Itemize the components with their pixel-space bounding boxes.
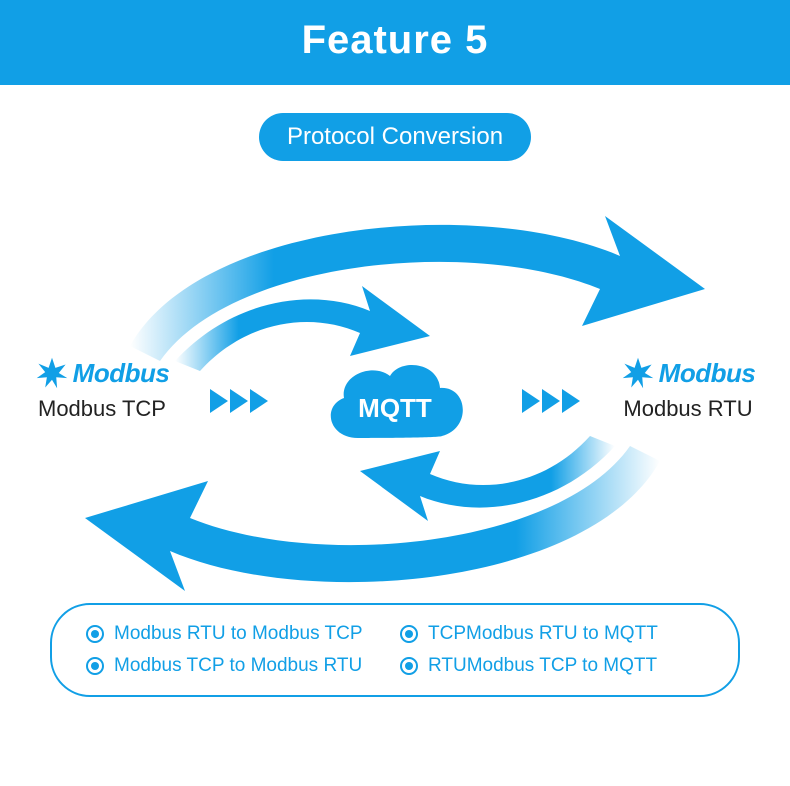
modbus-logo-text-left: Modbus bbox=[73, 358, 170, 389]
modbus-burst-icon bbox=[621, 356, 655, 390]
bullet-text: RTUModbus TCP to MQTT bbox=[428, 655, 657, 677]
bullet-item: Modbus TCP to Modbus RTU bbox=[86, 655, 390, 677]
chevron-icon bbox=[542, 389, 560, 413]
subtitle-text: Protocol Conversion bbox=[287, 123, 503, 150]
chevron-icon bbox=[210, 389, 228, 413]
chevrons-left bbox=[210, 389, 268, 413]
node-mqtt: MQTT bbox=[310, 356, 480, 448]
arrow-bottom-inner bbox=[360, 436, 615, 521]
bullet-item: RTUModbus TCP to MQTT bbox=[400, 655, 704, 677]
chevron-icon bbox=[250, 389, 268, 413]
modbus-logo-left: Modbus bbox=[12, 356, 192, 390]
arrow-top-outer bbox=[130, 216, 705, 361]
bullet-text: Modbus TCP to Modbus RTU bbox=[114, 655, 362, 677]
bullet-icon bbox=[400, 625, 418, 643]
modbus-logo-right: Modbus bbox=[598, 356, 778, 390]
chevrons-right bbox=[522, 389, 580, 413]
bullet-icon bbox=[400, 657, 418, 675]
bullet-item: TCPModbus RTU to MQTT bbox=[400, 623, 704, 645]
bullet-text: Modbus RTU to Modbus TCP bbox=[114, 623, 363, 645]
bullet-item: Modbus RTU to Modbus TCP bbox=[86, 623, 390, 645]
chevron-icon bbox=[562, 389, 580, 413]
bullet-icon bbox=[86, 657, 104, 675]
protocol-diagram: Modbus Modbus TCP MQTT Modbus Modbus RTU bbox=[0, 161, 790, 591]
header-title: Feature 5 bbox=[302, 18, 489, 62]
chevron-icon bbox=[230, 389, 248, 413]
bullet-text: TCPModbus RTU to MQTT bbox=[428, 623, 658, 645]
subtitle-container: Protocol Conversion bbox=[0, 113, 790, 161]
cloud-icon: MQTT bbox=[320, 356, 470, 448]
subtitle-pill: Protocol Conversion bbox=[259, 113, 531, 161]
footer-bullets: Modbus RTU to Modbus TCP TCPModbus RTU t… bbox=[50, 603, 740, 697]
node-label-left: Modbus TCP bbox=[12, 396, 192, 422]
cloud-label: MQTT bbox=[320, 368, 470, 448]
modbus-logo-text-right: Modbus bbox=[659, 358, 756, 389]
feature-header: Feature 5 bbox=[0, 0, 790, 85]
node-modbus-tcp: Modbus Modbus TCP bbox=[12, 356, 192, 422]
node-label-right: Modbus RTU bbox=[598, 396, 778, 422]
arrow-bottom-outer bbox=[85, 446, 660, 591]
bullet-icon bbox=[86, 625, 104, 643]
chevron-icon bbox=[522, 389, 540, 413]
modbus-burst-icon bbox=[35, 356, 69, 390]
node-modbus-rtu: Modbus Modbus RTU bbox=[598, 356, 778, 422]
